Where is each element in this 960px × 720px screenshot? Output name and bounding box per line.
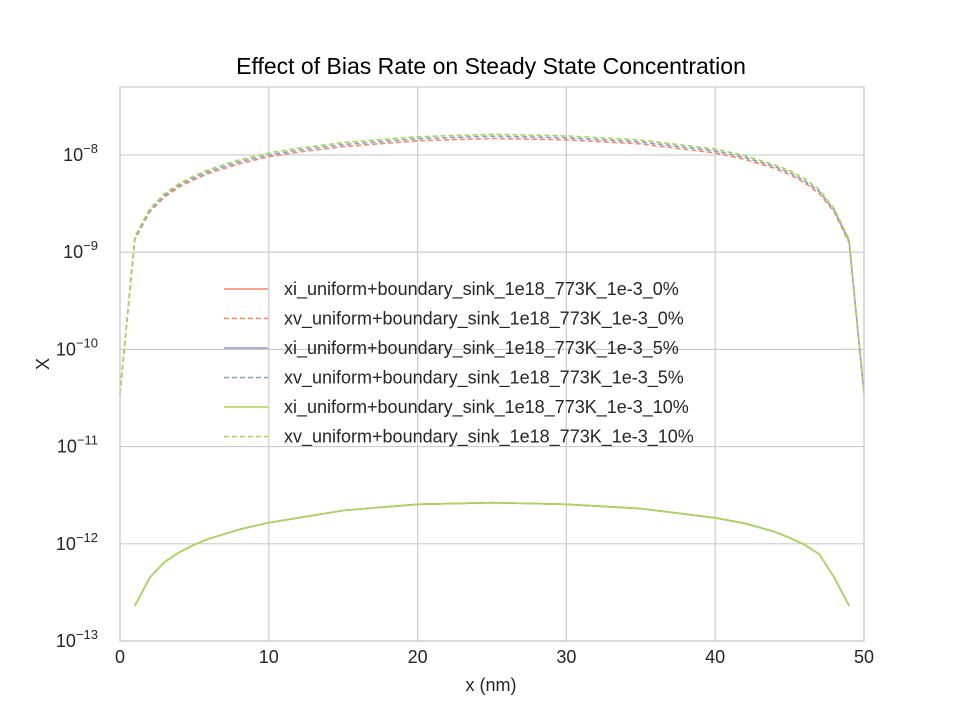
- series-line-4: [119, 135, 865, 394]
- y-tick-base: 10: [56, 631, 76, 651]
- y-tick-exponent: −8: [83, 141, 98, 156]
- grid: [119, 87, 865, 642]
- y-tick-exponent: −12: [76, 530, 98, 545]
- y-tick-exponent: −9: [83, 238, 98, 253]
- legend-label: xv_uniform+boundary_sink_1e18_773K_1e-3_…: [284, 368, 684, 389]
- x-tick-label: 50: [854, 647, 874, 667]
- legend-label: xi_uniform+boundary_sink_1e18_773K_1e-3_…: [284, 397, 689, 418]
- chart-title: Effect of Bias Rate on Steady State Conc…: [236, 53, 746, 79]
- y-tick-base: 10: [56, 339, 76, 359]
- y-tick-base: 10: [57, 437, 77, 457]
- legend-label: xv_uniform+boundary_sink_1e18_773K_1e-3_…: [284, 427, 694, 448]
- series-line-2: [119, 137, 865, 394]
- y-tick-label: 10−8: [63, 141, 98, 165]
- legend-label: xi_uniform+boundary_sink_1e18_773K_1e-3_…: [284, 279, 679, 300]
- x-tick-labels: 0 10 20 30 40 50: [115, 647, 874, 667]
- y-tick-label: 10−11: [57, 433, 98, 457]
- series-layer: [119, 133, 865, 607]
- series-line-3: [134, 501, 850, 607]
- series-line-5: [134, 501, 850, 607]
- plot-frame: [119, 86, 865, 642]
- x-tick-label: 20: [408, 647, 428, 667]
- y-tick-label: 10−9: [63, 238, 98, 262]
- y-tick-base: 10: [56, 534, 76, 554]
- x-tick-label: 40: [705, 647, 725, 667]
- series-line-1: [134, 501, 850, 607]
- y-tick-label: 10−13: [56, 627, 98, 651]
- x-axis-label: x (nm): [466, 675, 517, 695]
- series-line-6: [119, 133, 865, 394]
- y-tick-label: 10−10: [56, 335, 98, 359]
- legend-label: xi_uniform+boundary_sink_1e18_773K_1e-3_…: [284, 338, 679, 359]
- legend-label: xv_uniform+boundary_sink_1e18_773K_1e-3_…: [284, 309, 684, 330]
- x-tick-label: 30: [556, 647, 576, 667]
- y-tick-exponent: −11: [77, 433, 98, 448]
- legend: xi_uniform+boundary_sink_1e18_773K_1e-3_…: [224, 279, 694, 448]
- y-tick-exponent: −13: [76, 627, 98, 642]
- x-tick-label: 10: [259, 647, 279, 667]
- x-tick-label: 0: [115, 647, 125, 667]
- y-axis-label: X: [33, 358, 53, 370]
- y-tick-exponent: −10: [76, 335, 98, 350]
- y-tick-label: 10−12: [56, 530, 98, 554]
- y-tick-base: 10: [63, 242, 83, 262]
- y-tick-base: 10: [63, 145, 83, 165]
